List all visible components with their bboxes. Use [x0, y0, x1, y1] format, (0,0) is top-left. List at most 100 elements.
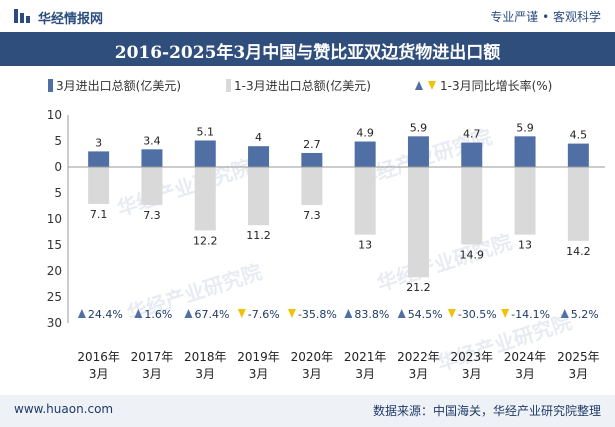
bar-march	[514, 136, 536, 167]
growth-label: 54.5%	[408, 308, 443, 321]
bar-march	[354, 141, 376, 167]
bar-ytd	[514, 167, 536, 235]
x-tick-label-month: 3月	[515, 367, 535, 381]
data-label-ytd: 7.3	[143, 209, 161, 222]
data-label-ytd: 7.1	[90, 208, 108, 221]
growth-label: -7.6%	[248, 308, 280, 321]
title-bar: 2016-2025年3月中国与赞比亚双边货物进出口额	[0, 32, 615, 66]
y-tick-label: 5	[54, 186, 62, 200]
growth-label: -14.1%	[511, 308, 550, 321]
data-label-march: 5.9	[516, 121, 534, 134]
data-label-ytd: 14.2	[566, 245, 591, 258]
y-tick-label: 10	[47, 108, 62, 122]
legend-label-march: 3月进出口总额(亿美元)	[56, 78, 181, 93]
data-source: 数据来源：中国海关，华经产业研究院整理	[372, 404, 601, 418]
y-tick-label: 5	[54, 134, 62, 148]
website-link[interactable]: www.huaon.com	[14, 402, 114, 416]
y-tick-label: 0	[54, 160, 62, 174]
bar-ytd	[301, 167, 323, 205]
bar-ytd	[194, 167, 216, 231]
x-tick-label: 2023年	[450, 350, 493, 364]
data-label-ytd: 11.2	[246, 229, 271, 242]
x-tick-label: 2021年	[344, 350, 387, 364]
growth-triangle-up	[397, 309, 406, 318]
top-bar: 华经情报网 专业严谨 • 客观科学	[0, 0, 615, 32]
data-label-march: 5.9	[410, 121, 428, 134]
y-tick-label: 30	[47, 316, 62, 330]
growth-label: 1.6%	[144, 308, 172, 321]
legend-label-growth: 1-3月同比增长率(%)	[440, 78, 552, 93]
x-tick-label-month: 3月	[569, 367, 589, 381]
bar-march	[194, 140, 216, 167]
growth-triangle-down	[287, 309, 296, 318]
growth-label: -30.5%	[458, 308, 497, 321]
bar-ytd	[407, 167, 429, 278]
growth-triangle-down	[447, 309, 456, 318]
growth-triangle-down	[501, 309, 510, 318]
data-label-ytd: 12.2	[193, 234, 218, 247]
growth-label: 5.2%	[571, 308, 599, 321]
growth-triangle-down	[237, 309, 246, 318]
x-tick-label: 2024年	[504, 350, 547, 364]
brand-name: 华经情报网	[38, 12, 104, 27]
growth-label: 24.4%	[88, 308, 123, 321]
data-label-ytd: 14.9	[460, 248, 485, 261]
growth-triangle-up	[77, 309, 86, 318]
legend-triangle-down	[428, 81, 436, 90]
growth-label: 83.8%	[354, 308, 389, 321]
bar-march	[567, 143, 589, 167]
watermark-4: 华经产业研究院	[434, 310, 575, 376]
data-label-march: 3.4	[143, 134, 161, 147]
bar-march	[461, 142, 483, 167]
data-label-march: 4.7	[463, 128, 481, 141]
chart: 华经产业研究院华经产业研究院华经产业研究院华经产业研究院华经产业研究院3月进出口…	[47, 78, 605, 381]
bar-march	[248, 146, 270, 167]
legend-label-ytd: 1-3月进出口总额(亿美元)	[234, 78, 371, 93]
watermark-0: 华经产业研究院	[114, 155, 255, 221]
x-tick-label-month: 3月	[195, 367, 215, 381]
data-label-ytd: 21.2	[406, 281, 431, 294]
growth-label: -35.8%	[298, 308, 337, 321]
x-tick-label-month: 3月	[462, 367, 482, 381]
data-label-ytd: 13	[358, 239, 372, 252]
x-tick-label: 2022年	[397, 350, 440, 364]
bar-ytd	[88, 167, 110, 204]
bar-march	[301, 152, 323, 167]
bar-ytd	[141, 167, 163, 205]
bar-march	[88, 151, 110, 167]
data-label-march: 3	[95, 136, 102, 149]
x-tick-label-month: 3月	[249, 367, 269, 381]
legend-swatch-ytd	[226, 79, 231, 92]
x-tick-label-month: 3月	[142, 367, 162, 381]
data-label-march: 4.5	[570, 129, 588, 142]
growth-label: 67.4%	[195, 308, 230, 321]
chart-title: 2016-2025年3月中国与赞比亚双边货物进出口额	[114, 43, 501, 63]
data-label-march: 5.1	[197, 125, 215, 138]
growth-triangle-up	[560, 309, 569, 318]
y-tick-label: 25	[47, 290, 62, 304]
bar-ytd	[248, 167, 270, 226]
bar-ytd	[567, 167, 589, 241]
x-tick-label-month: 3月	[409, 367, 429, 381]
data-label-march: 4	[255, 131, 262, 144]
watermark-3: 华经产业研究院	[374, 230, 515, 296]
bar-march	[141, 149, 163, 167]
data-label-march: 2.7	[303, 138, 321, 151]
bar-logo-icon	[14, 9, 30, 23]
x-tick-label: 2017年	[131, 350, 174, 364]
tagline: 专业严谨 • 客观科学	[490, 10, 601, 24]
x-tick-label: 2020年	[291, 350, 334, 364]
y-tick-label: 15	[47, 238, 62, 252]
bar-ytd	[461, 167, 483, 245]
y-tick-label: 20	[47, 264, 62, 278]
x-tick-label-month: 3月	[302, 367, 322, 381]
y-tick-label: 10	[47, 212, 62, 226]
growth-triangle-up	[184, 309, 193, 318]
data-label-ytd: 7.3	[303, 209, 321, 222]
x-tick-label: 2016年	[77, 350, 120, 364]
x-tick-label-month: 3月	[89, 367, 109, 381]
data-label-ytd: 13	[518, 239, 532, 252]
growth-triangle-up	[134, 309, 143, 318]
data-label-march: 4.9	[356, 127, 374, 140]
footer: www.huaon.com 数据来源：中国海关，华经产业研究院整理	[0, 395, 615, 427]
